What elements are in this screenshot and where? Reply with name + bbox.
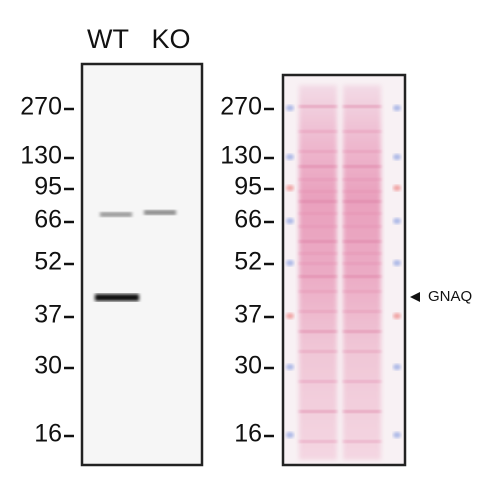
ladder-dot bbox=[286, 260, 294, 266]
ladder-dots bbox=[286, 105, 401, 438]
stain-band bbox=[299, 178, 337, 181]
stain-lane-wt bbox=[299, 85, 337, 460]
marker-label: 16 bbox=[234, 420, 262, 448]
stain-band bbox=[343, 150, 381, 153]
stain-band bbox=[343, 310, 381, 313]
stain-band bbox=[343, 225, 381, 228]
marker-label: 30 bbox=[34, 352, 62, 380]
stain-band bbox=[299, 190, 337, 193]
marker-label: 52 bbox=[34, 248, 62, 276]
stain-band bbox=[343, 190, 381, 193]
stain-band bbox=[299, 290, 337, 293]
stain-band bbox=[343, 240, 381, 243]
stain-band bbox=[299, 310, 337, 313]
stain-band bbox=[299, 200, 337, 203]
marker-label: 130 bbox=[220, 142, 262, 170]
stain-band bbox=[343, 330, 381, 333]
gnaq-arrow bbox=[410, 292, 420, 302]
stain-band bbox=[299, 275, 337, 278]
stain-band bbox=[343, 105, 381, 108]
marker-label: 30 bbox=[234, 352, 262, 380]
marker-label: 270 bbox=[220, 93, 262, 121]
lane-label: WT bbox=[87, 24, 129, 54]
marker-label: 37 bbox=[234, 301, 262, 329]
ladder-dot bbox=[393, 313, 401, 319]
ladder-dot bbox=[393, 432, 401, 438]
stain-band bbox=[343, 350, 381, 353]
stain-band bbox=[343, 212, 381, 215]
stain-band bbox=[299, 165, 337, 168]
ladder-dot bbox=[286, 154, 294, 160]
marker-label: 16 bbox=[34, 420, 62, 448]
marker-label: 270 bbox=[20, 93, 62, 121]
marker-label: 95 bbox=[34, 173, 62, 201]
stain-band bbox=[343, 410, 381, 413]
stain-band bbox=[343, 165, 381, 168]
ladder-dot bbox=[393, 154, 401, 160]
ladder-dot bbox=[393, 185, 401, 191]
ladder-dot bbox=[286, 432, 294, 438]
marker-label: 130 bbox=[20, 142, 62, 170]
band-ko-72 bbox=[144, 210, 176, 215]
band-wt-72 bbox=[100, 212, 132, 217]
stain-band bbox=[299, 240, 337, 243]
stain-band bbox=[343, 130, 381, 133]
stain-band bbox=[343, 200, 381, 203]
stain-band bbox=[299, 380, 337, 383]
lane-label: KO bbox=[151, 24, 190, 54]
ladder-dot bbox=[393, 364, 401, 370]
ladder-dot bbox=[393, 105, 401, 111]
ladder-dot bbox=[393, 218, 401, 224]
marker-label: 37 bbox=[34, 301, 62, 329]
stain-band bbox=[343, 262, 381, 265]
stain-band bbox=[299, 350, 337, 353]
ladder-dot bbox=[393, 260, 401, 266]
left-blot-panel bbox=[80, 62, 204, 467]
stain-band bbox=[299, 105, 337, 108]
stain-band bbox=[299, 212, 337, 215]
ladder-dot bbox=[286, 185, 294, 191]
marker-label: 52 bbox=[234, 248, 262, 276]
ladder-dot bbox=[286, 105, 294, 111]
ladder-dot bbox=[286, 313, 294, 319]
stain-band bbox=[299, 150, 337, 153]
marker-label: 95 bbox=[234, 173, 262, 201]
stain-band bbox=[343, 252, 381, 255]
stain-lane-ko bbox=[343, 85, 381, 460]
stain-band bbox=[343, 440, 381, 443]
stain-band bbox=[343, 275, 381, 278]
marker-label: 66 bbox=[34, 206, 62, 234]
stain-band bbox=[299, 440, 337, 443]
stain-bands bbox=[299, 105, 381, 443]
stain-band bbox=[343, 290, 381, 293]
stain-band bbox=[343, 380, 381, 383]
ladder-dot bbox=[286, 218, 294, 224]
stain-band bbox=[299, 225, 337, 228]
band-wt-gnaq bbox=[95, 294, 139, 301]
stain-band bbox=[299, 130, 337, 133]
stain-band bbox=[299, 262, 337, 265]
stain-band bbox=[299, 410, 337, 413]
stain-band bbox=[299, 330, 337, 333]
stain-band bbox=[343, 178, 381, 181]
band-label: GNAQ bbox=[428, 288, 472, 305]
marker-label: 66 bbox=[234, 206, 262, 234]
ladder-dot bbox=[286, 364, 294, 370]
stain-band bbox=[299, 252, 337, 255]
